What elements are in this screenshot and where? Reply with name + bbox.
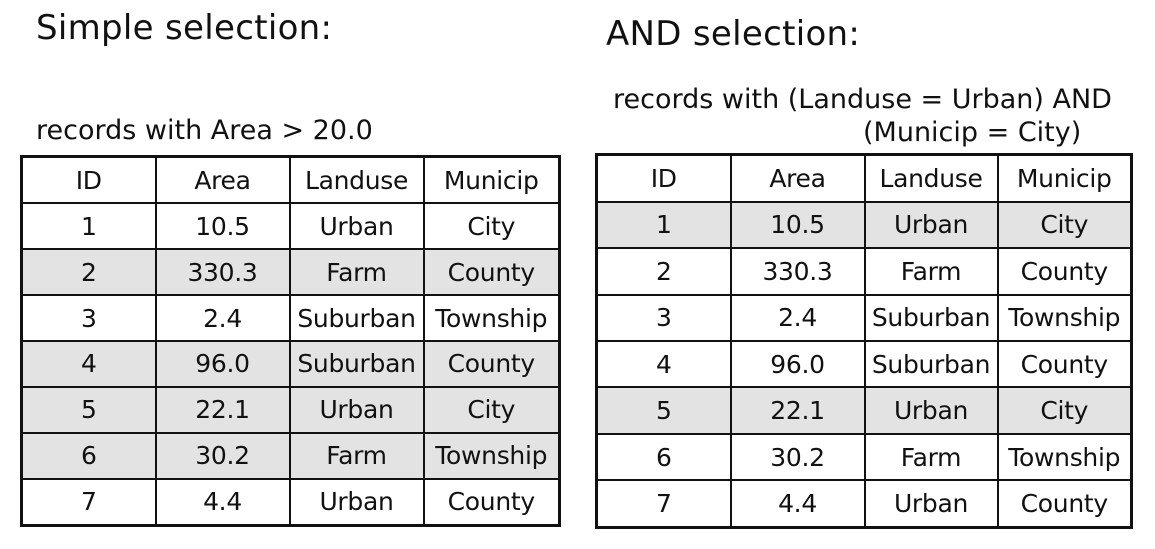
cell-municip: City (996, 200, 1133, 250)
and-selection-query-line1: records with (Landuse = Urban) AND (613, 84, 1112, 115)
table-row: 6 30.2 Farm Township (595, 432, 1133, 482)
cell-id: 2 (595, 247, 732, 296)
table-row: 4 96.0 Suburban County (595, 339, 1133, 389)
cell-landuse: Urban (863, 386, 999, 435)
header-municip: Municip (422, 155, 561, 205)
cell-id: 1 (20, 202, 157, 251)
cell-id: 7 (595, 479, 732, 529)
cell-id: 6 (595, 432, 732, 482)
cell-id: 5 (20, 385, 157, 434)
header-landuse: Landuse (863, 153, 999, 203)
cell-municip: City (422, 202, 561, 251)
cell-municip: County (996, 479, 1133, 529)
table-row: 1 10.5 Urban City (20, 202, 561, 251)
header-area: Area (154, 155, 291, 205)
table-row: 3 2.4 Suburban Township (20, 294, 561, 342)
cell-id: 6 (20, 431, 157, 480)
and-selection-title: AND selection: (606, 14, 861, 54)
header-id: ID (595, 153, 732, 203)
cell-area: 30.2 (154, 431, 291, 480)
table-header-row: ID Area Landuse Municip (595, 153, 1133, 203)
cell-area: 30.2 (729, 432, 866, 482)
cell-area: 4.4 (154, 477, 291, 527)
simple-selection-query: records with Area > 20.0 (36, 115, 373, 146)
table-row: 2 330.3 Farm County (595, 247, 1133, 296)
cell-area: 2.4 (729, 293, 866, 342)
cell-municip: County (422, 339, 561, 388)
table-row: 4 96.0 Suburban County (20, 339, 561, 388)
cell-id: 5 (595, 386, 732, 435)
cell-municip: Township (996, 293, 1133, 342)
cell-municip: County (422, 477, 561, 527)
cell-municip: Township (996, 432, 1133, 482)
cell-landuse: Urban (288, 477, 425, 527)
cell-area: 96.0 (154, 339, 291, 388)
cell-landuse: Suburban (288, 294, 425, 342)
cell-landuse: Farm (288, 431, 425, 480)
cell-landuse: Suburban (288, 339, 425, 388)
cell-area: 22.1 (154, 385, 291, 434)
table-row: 5 22.1 Urban City (20, 385, 561, 434)
cell-area: 10.5 (154, 202, 291, 251)
table-row: 7 4.4 Urban County (595, 479, 1133, 529)
simple-selection-table: ID Area Landuse Municip 1 10.5 Urban City 2 330.3… (20, 155, 561, 527)
cell-id: 1 (595, 200, 732, 250)
table-row: 7 4.4 Urban County (20, 477, 561, 527)
header-municip: Municip (996, 153, 1133, 203)
cell-municip: County (422, 248, 561, 297)
cell-municip: County (996, 247, 1133, 296)
table-row: 5 22.1 Urban City (595, 386, 1133, 435)
cell-landuse: Suburban (863, 293, 999, 342)
cell-landuse: Urban (288, 385, 425, 434)
cell-municip: County (996, 339, 1133, 389)
cell-area: 22.1 (729, 386, 866, 435)
header-landuse: Landuse (288, 155, 425, 205)
cell-landuse: Suburban (863, 339, 999, 389)
table-row: 1 10.5 Urban City (595, 200, 1133, 250)
cell-municip: City (422, 385, 561, 434)
table-row: 6 30.2 Farm Township (20, 431, 561, 480)
cell-area: 2.4 (154, 294, 291, 342)
cell-area: 330.3 (729, 247, 866, 296)
cell-area: 4.4 (729, 479, 866, 529)
and-selection-table: ID Area Landuse Municip 1 10.5 Urban City 2 330.3… (595, 153, 1133, 529)
cell-landuse: Farm (863, 432, 999, 482)
cell-landuse: Farm (863, 247, 999, 296)
cell-id: 4 (595, 339, 732, 389)
cell-id: 7 (20, 477, 157, 527)
cell-area: 96.0 (729, 339, 866, 389)
cell-id: 4 (20, 339, 157, 388)
cell-area: 330.3 (154, 248, 291, 297)
cell-id: 2 (20, 248, 157, 297)
cell-landuse: Urban (288, 202, 425, 251)
cell-landuse: Urban (863, 200, 999, 250)
header-area: Area (729, 153, 866, 203)
and-selection-query-line2: (Municip = City) (863, 117, 1082, 148)
cell-municip: Township (422, 431, 561, 480)
cell-id: 3 (595, 293, 732, 342)
cell-landuse: Urban (863, 479, 999, 529)
header-id: ID (20, 155, 157, 205)
table-header-row: ID Area Landuse Municip (20, 155, 561, 205)
cell-municip: City (996, 386, 1133, 435)
cell-id: 3 (20, 294, 157, 342)
cell-area: 10.5 (729, 200, 866, 250)
table-row: 3 2.4 Suburban Township (595, 293, 1133, 342)
table-row: 2 330.3 Farm County (20, 248, 561, 297)
simple-selection-title: Simple selection: (36, 8, 333, 48)
cell-landuse: Farm (288, 248, 425, 297)
cell-municip: Township (422, 294, 561, 342)
